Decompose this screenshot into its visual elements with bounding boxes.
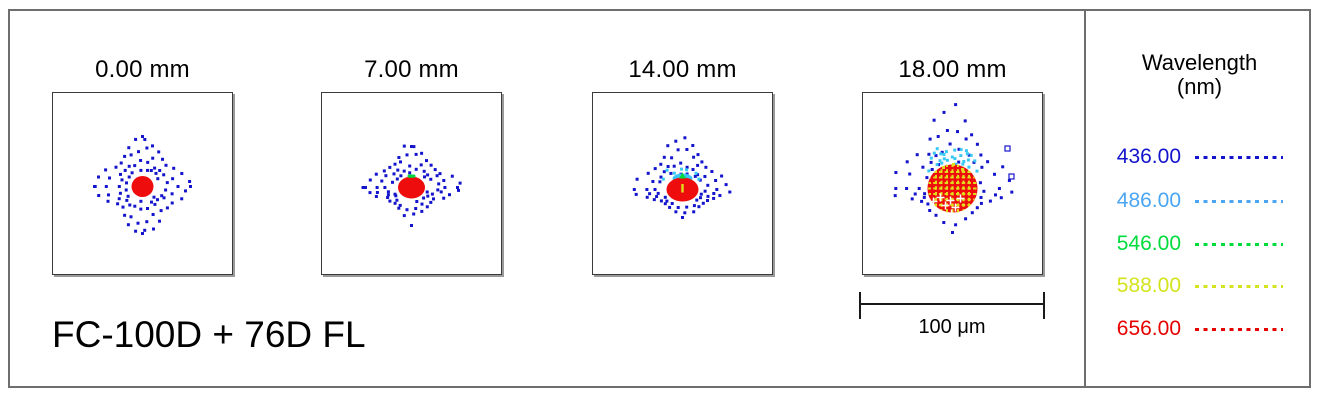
scale-bar-line xyxy=(860,303,1044,305)
field-height-label-1: 7.00 mm xyxy=(364,56,459,83)
spot-box-2 xyxy=(592,92,773,275)
legend-row-656: 656.00 xyxy=(1086,317,1313,341)
spot-scatter-svg-0 xyxy=(93,135,192,235)
dash-swatch-656 xyxy=(1195,328,1283,331)
legend-divider xyxy=(1084,9,1086,388)
scale-bar-tick-left xyxy=(859,292,861,319)
spot-box-1 xyxy=(321,92,502,275)
wavelength-value: 546.00 xyxy=(1116,232,1181,255)
scale-bar-label: 100 μm xyxy=(918,316,986,338)
wavelength-value: 588.00 xyxy=(1116,274,1181,297)
dash-swatch-436 xyxy=(1195,156,1283,159)
dash-swatch-486 xyxy=(1195,200,1283,203)
legend-row-546: 546.00 xyxy=(1086,232,1313,256)
spot-scatter-svg-3 xyxy=(893,103,1015,234)
field-height-label-3: 18.00 mm xyxy=(898,56,1007,83)
wavelength-legend: Wavelength (nm) 436.00 486.00 546.00 588… xyxy=(1086,9,1313,388)
wavelength-value: 486.00 xyxy=(1116,189,1181,212)
legend-row-588: 588.00 xyxy=(1086,274,1313,298)
spot-scatter-svg-2 xyxy=(632,136,732,219)
legend-title-line1: Wavelength xyxy=(1141,50,1258,75)
dash-swatch-588 xyxy=(1195,285,1283,288)
wavelength-value: 656.00 xyxy=(1116,317,1181,340)
legend-title-line2: (nm) xyxy=(1176,74,1223,99)
scale-bar-tick-right xyxy=(1043,292,1045,319)
legend-row-436: 436.00 xyxy=(1086,145,1313,169)
spot-scatter-svg-1 xyxy=(361,144,462,227)
dash-swatch-546 xyxy=(1195,243,1283,246)
legend-row-486: 486.00 xyxy=(1086,189,1313,213)
wavelength-value: 436.00 xyxy=(1116,145,1181,168)
field-height-label-0: 0.00 mm xyxy=(95,56,190,83)
spot-box-0 xyxy=(52,92,233,275)
spot-box-3 xyxy=(862,92,1043,275)
legend-title: Wavelength (nm) xyxy=(1086,51,1313,99)
field-height-label-2: 14.00 mm xyxy=(628,56,737,83)
lens-config-title: FC-100D + 76D FL xyxy=(52,314,366,355)
